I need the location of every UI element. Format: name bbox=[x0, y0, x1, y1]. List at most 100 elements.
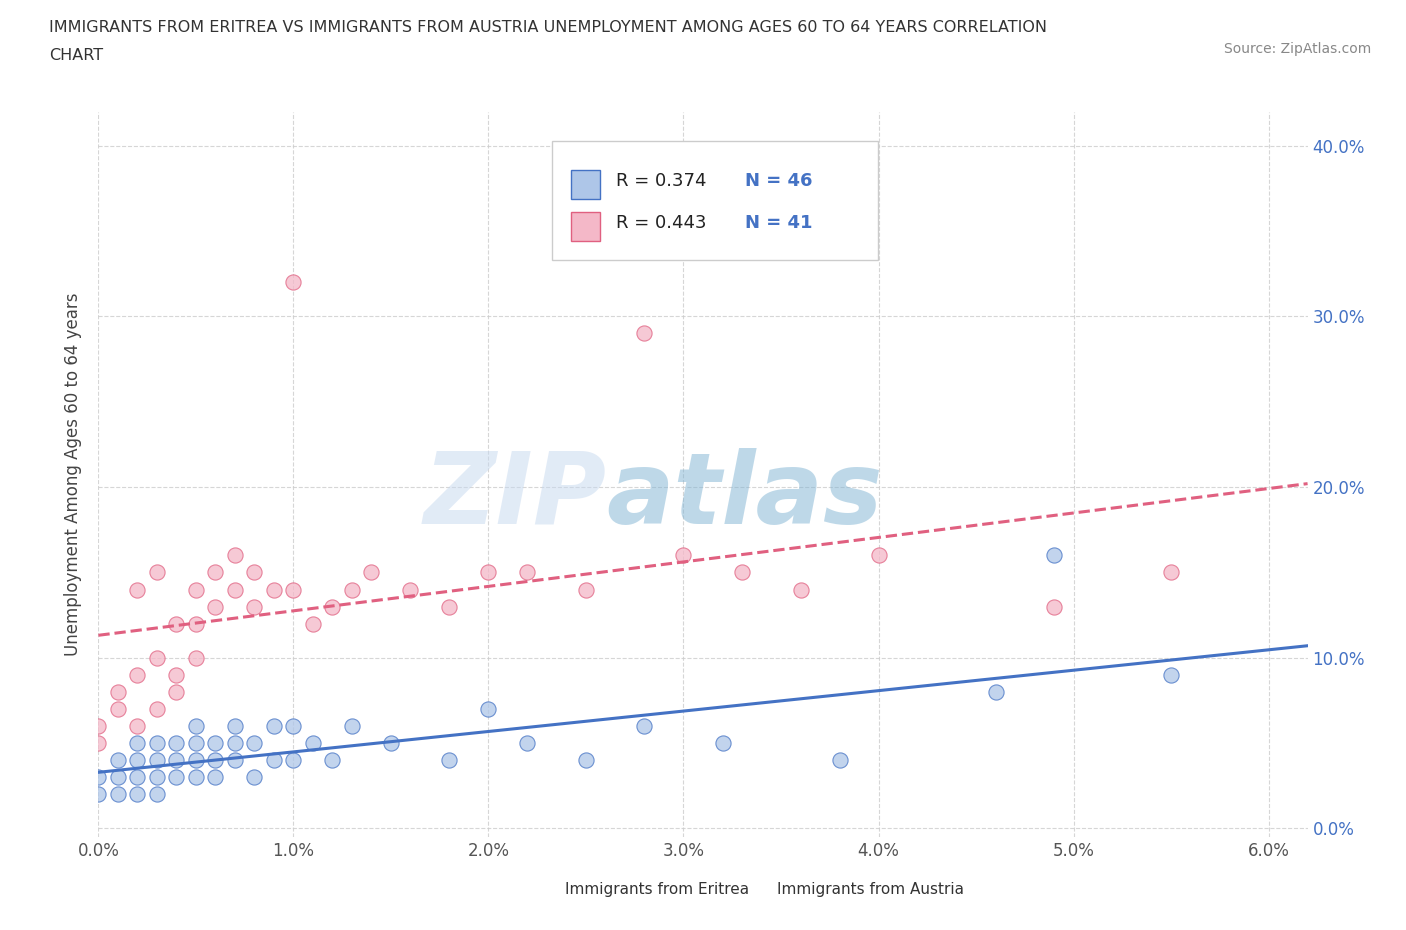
Point bbox=[439, 599, 461, 614]
Point bbox=[127, 668, 149, 683]
Point bbox=[165, 770, 187, 785]
Point bbox=[340, 719, 363, 734]
Point bbox=[107, 770, 129, 785]
Point bbox=[263, 752, 285, 767]
Point bbox=[165, 684, 187, 699]
Point bbox=[127, 719, 149, 734]
Point bbox=[204, 770, 226, 785]
Point bbox=[575, 752, 598, 767]
Point bbox=[184, 582, 207, 597]
Point bbox=[146, 770, 169, 785]
Point bbox=[165, 617, 187, 631]
Point bbox=[107, 752, 129, 767]
Point bbox=[984, 684, 1007, 699]
Point bbox=[146, 650, 169, 665]
Point bbox=[184, 617, 207, 631]
Point bbox=[340, 582, 363, 597]
Point bbox=[380, 736, 402, 751]
Point bbox=[107, 787, 129, 802]
Text: Source: ZipAtlas.com: Source: ZipAtlas.com bbox=[1223, 42, 1371, 56]
Text: N = 41: N = 41 bbox=[745, 214, 813, 232]
Point bbox=[146, 752, 169, 767]
Point bbox=[204, 565, 226, 580]
Point bbox=[321, 752, 343, 767]
Point bbox=[204, 752, 226, 767]
Point bbox=[127, 582, 149, 597]
Text: ZIP: ZIP bbox=[423, 447, 606, 545]
Point bbox=[633, 719, 655, 734]
Point bbox=[184, 736, 207, 751]
Point bbox=[1043, 599, 1066, 614]
Point bbox=[672, 548, 695, 563]
Point bbox=[633, 326, 655, 341]
Point bbox=[184, 770, 207, 785]
Point bbox=[1160, 668, 1182, 683]
Point bbox=[243, 770, 266, 785]
Point bbox=[439, 752, 461, 767]
FancyBboxPatch shape bbox=[551, 140, 879, 260]
Point bbox=[360, 565, 382, 580]
Point bbox=[224, 548, 246, 563]
Point bbox=[204, 736, 226, 751]
Point bbox=[731, 565, 754, 580]
Point bbox=[283, 275, 305, 290]
Point bbox=[828, 752, 851, 767]
Text: N = 46: N = 46 bbox=[745, 171, 813, 190]
FancyBboxPatch shape bbox=[571, 169, 600, 199]
Point bbox=[127, 752, 149, 767]
Point bbox=[107, 701, 129, 716]
Point bbox=[224, 719, 246, 734]
Point bbox=[283, 752, 305, 767]
Point bbox=[184, 650, 207, 665]
Point bbox=[165, 736, 187, 751]
Text: atlas: atlas bbox=[606, 447, 883, 545]
Point bbox=[1043, 548, 1066, 563]
Point bbox=[184, 752, 207, 767]
Point bbox=[283, 719, 305, 734]
Point bbox=[321, 599, 343, 614]
Point bbox=[87, 770, 110, 785]
Point bbox=[302, 736, 325, 751]
Point bbox=[107, 684, 129, 699]
Point bbox=[146, 787, 169, 802]
Point bbox=[263, 719, 285, 734]
Point bbox=[243, 565, 266, 580]
Point bbox=[516, 736, 538, 751]
Point bbox=[146, 736, 169, 751]
Text: Immigrants from Austria: Immigrants from Austria bbox=[776, 882, 963, 897]
Text: R = 0.374: R = 0.374 bbox=[616, 171, 706, 190]
Point bbox=[184, 719, 207, 734]
Point bbox=[789, 582, 811, 597]
Point bbox=[127, 736, 149, 751]
Y-axis label: Unemployment Among Ages 60 to 64 years: Unemployment Among Ages 60 to 64 years bbox=[65, 293, 83, 656]
Point bbox=[87, 787, 110, 802]
Point bbox=[243, 736, 266, 751]
Text: R = 0.443: R = 0.443 bbox=[616, 214, 706, 232]
Point bbox=[224, 736, 246, 751]
Point bbox=[204, 599, 226, 614]
Point bbox=[243, 599, 266, 614]
Point bbox=[127, 770, 149, 785]
FancyBboxPatch shape bbox=[571, 212, 600, 241]
Point bbox=[575, 582, 598, 597]
Point bbox=[146, 701, 169, 716]
Point bbox=[127, 787, 149, 802]
Point bbox=[399, 582, 422, 597]
Point bbox=[302, 617, 325, 631]
Text: IMMIGRANTS FROM ERITREA VS IMMIGRANTS FROM AUSTRIA UNEMPLOYMENT AMONG AGES 60 TO: IMMIGRANTS FROM ERITREA VS IMMIGRANTS FR… bbox=[49, 20, 1047, 35]
Point bbox=[516, 565, 538, 580]
Point bbox=[87, 736, 110, 751]
FancyBboxPatch shape bbox=[533, 879, 557, 904]
Point bbox=[283, 582, 305, 597]
Text: Immigrants from Eritrea: Immigrants from Eritrea bbox=[565, 882, 749, 897]
Point bbox=[711, 736, 734, 751]
Point bbox=[87, 719, 110, 734]
Point bbox=[146, 565, 169, 580]
FancyBboxPatch shape bbox=[744, 879, 768, 904]
Point bbox=[224, 752, 246, 767]
Point bbox=[477, 565, 499, 580]
Point bbox=[868, 548, 890, 563]
Point bbox=[165, 668, 187, 683]
Point bbox=[224, 582, 246, 597]
Point bbox=[477, 701, 499, 716]
